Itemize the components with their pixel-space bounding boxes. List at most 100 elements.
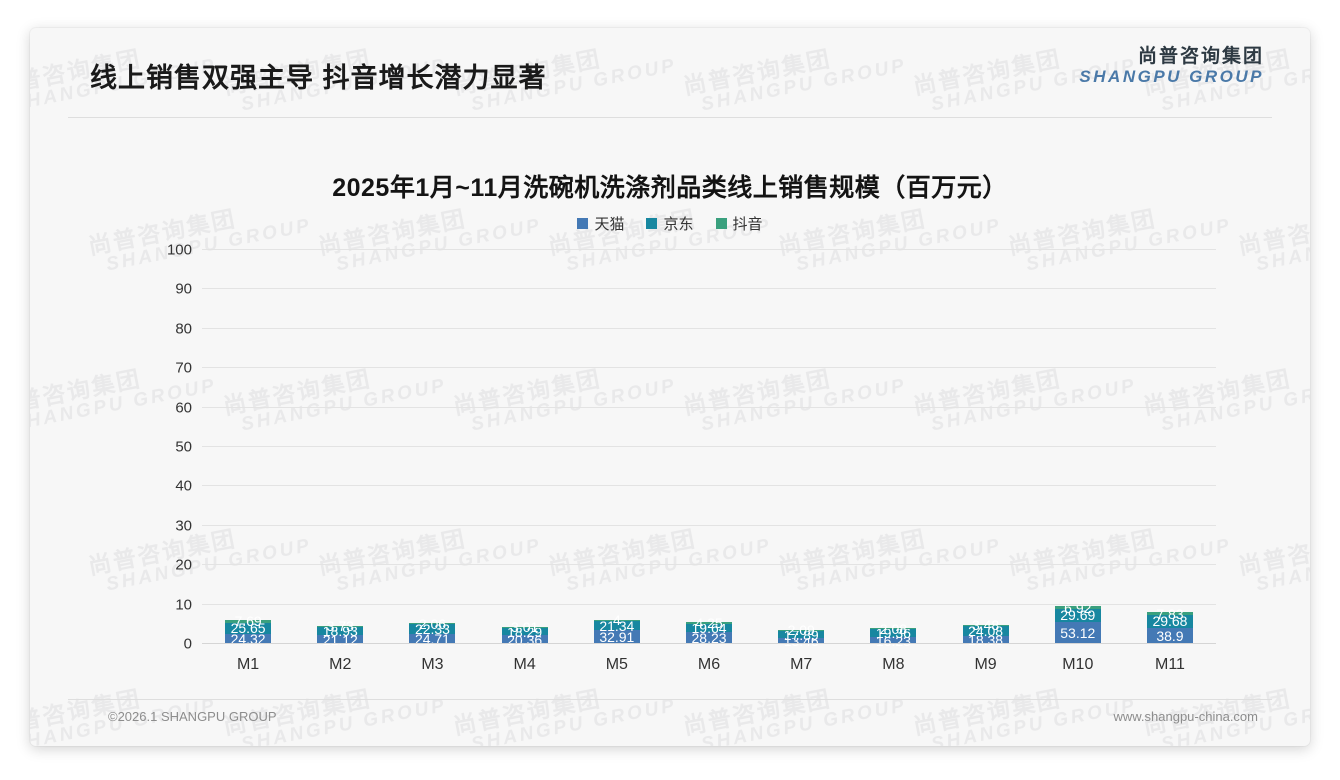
bar-segment-天猫[interactable]: 53.12 (1054, 621, 1101, 644)
bar-segment-京东[interactable]: 19.36 (870, 626, 917, 640)
y-axis-tick-label: 80 (175, 320, 192, 338)
bar-value-label: 38.9 (1156, 627, 1184, 644)
bar-column: 13.46 17.89 2.09 M7 (755, 250, 847, 673)
bar-stack[interactable]: 20.36 18.29 3.01 (501, 602, 548, 647)
bar-value-label: 2.06 (418, 615, 447, 632)
bar-segment-天猫[interactable]: 28.23 (686, 630, 733, 647)
slide-card: 尚普咨询集团 SHANGPU GROUP 尚普咨询集团 SHANGPU GROUP 尚普… (30, 28, 1310, 746)
x-axis-tick-label: M10 (1062, 656, 1094, 673)
bar-value-label: 2.08 (879, 620, 908, 637)
y-axis-tick-label: 10 (175, 596, 192, 614)
bar-value-label: 3.01 (511, 619, 539, 636)
bar-segment-京东[interactable]: 29.68 (1146, 614, 1193, 628)
bar-segment-京东[interactable]: 19.64 (686, 620, 733, 637)
bar-value-label: 22.33 (414, 620, 450, 637)
gridline (202, 485, 1216, 487)
gridline (202, 288, 1216, 290)
bar-value-label: 7.69 (234, 613, 262, 630)
bar-segment-京东[interactable]: 22.33 (409, 620, 456, 637)
bar-stack[interactable]: 28.23 19.64 4.25 (686, 602, 733, 647)
bar-column: 24.32 25.65 7.69 M1 (202, 250, 294, 673)
bar-stack[interactable]: 18.38 24.08 3.48 (962, 602, 1009, 647)
bar-column: 20.36 18.29 3.01 M4 (479, 250, 571, 673)
bar-segment-抖音[interactable]: 2.09 (778, 623, 825, 637)
bar-segment-抖音[interactable]: 3.73 (317, 619, 364, 633)
brand-logo-en: SHANGPU GROUP (1079, 67, 1264, 87)
bar-segment-抖音[interactable]: 3.01 (501, 620, 548, 634)
x-axis-tick-label: M4 (513, 656, 536, 673)
bar-stack[interactable]: 24.32 25.65 7.69 (225, 602, 272, 647)
x-axis-tick-label: M11 (1155, 656, 1185, 673)
bar-segment-京东[interactable]: 25.65 (225, 620, 272, 637)
bar-segment-京东[interactable]: 29.69 (1054, 608, 1101, 622)
chart-legend: 天猫 京东 抖音 (30, 213, 1310, 234)
x-axis-tick-label: M9 (974, 656, 997, 673)
bar-segment-抖音[interactable]: 6.92 (1054, 601, 1101, 615)
gridline (202, 603, 1216, 605)
bar-segment-天猫[interactable]: 24.32 (225, 630, 272, 647)
y-axis-tick-label: 70 (175, 359, 192, 377)
bar-segment-京东[interactable]: 17.89 (778, 626, 825, 643)
x-axis-tick-label: M5 (605, 656, 628, 673)
bar-value-label: 25.65 (230, 620, 266, 637)
legend-swatch-icon (715, 218, 727, 229)
brand-logo-cn: 尚普咨询集团 (1137, 46, 1264, 67)
slide-header: 线上销售双强主导 抖音增长潜力显著 尚普咨询集团 SHANGPU GROUP (30, 28, 1310, 116)
bar-value-label: 4.25 (695, 615, 723, 632)
x-axis-tick-label: M7 (790, 656, 813, 673)
bar-segment-抖音[interactable]: 4.25 (686, 616, 733, 630)
gridline (202, 446, 1216, 447)
footer-website[interactable]: www.shangpu-china.com (1113, 709, 1258, 724)
bar-stack[interactable]: 32.91 21.34 4 (593, 602, 640, 646)
bar-segment-抖音[interactable]: 3.48 (962, 618, 1009, 632)
y-axis-tick-label: 30 (175, 517, 192, 535)
bar-segment-京东[interactable]: 24.08 (962, 624, 1009, 638)
bar-segment-抖音[interactable]: 7.69 (225, 614, 272, 628)
bar-value-label: 18.93 (322, 623, 358, 640)
bar-stack[interactable]: 13.46 17.89 2.09 (778, 602, 825, 648)
bar-segment-抖音[interactable]: 2.08 (870, 622, 917, 636)
y-axis-tick-label: 100 (166, 241, 192, 259)
gridline (202, 327, 1216, 329)
bar-stack[interactable]: 53.12 29.69 6.92 (1054, 601, 1101, 644)
footer-copyright: ©2026.1 SHANGPU GROUP (108, 709, 277, 724)
bar-segment-京东[interactable]: 18.93 (317, 623, 364, 640)
bar-segment-抖音[interactable]: 4 (593, 613, 640, 627)
bar-value-label: 17.89 (783, 626, 819, 643)
bar-column: 24.71 22.33 2.06 M3 (386, 250, 478, 673)
bar-column: 32.91 21.34 4 M5 (571, 250, 663, 673)
bar-column: 53.12 29.69 6.92 M10 (1032, 250, 1124, 673)
bar-segment-抖音[interactable]: 7.83 (1146, 607, 1193, 621)
bar-segment-抖音[interactable]: 2.06 (409, 617, 456, 631)
bar-column: 21.12 18.93 3.73 M2 (294, 250, 386, 673)
plot-area: 24.32 25.65 7.69 M1 21.12 18.93 3.73 M2 24.71 22.… (167, 242, 1216, 673)
bar-segment-天猫[interactable]: 24.71 (409, 632, 456, 646)
bar-group: 24.32 25.65 7.69 M1 21.12 18.93 3.73 M2 24.71 22.… (202, 250, 1216, 673)
bar-stack[interactable]: 16.23 19.36 2.08 (870, 602, 917, 648)
bar-value-label: 28.23 (691, 630, 727, 647)
bar-value-label: 53.12 (1060, 624, 1096, 641)
legend-label: 天猫 (594, 216, 625, 233)
bar-segment-京东[interactable]: 18.29 (501, 625, 548, 639)
bar-value-label: 4 (612, 612, 621, 629)
bar-stack[interactable]: 24.71 22.33 2.06 (409, 602, 456, 646)
bar-segment-京东[interactable]: 21.34 (593, 619, 640, 633)
brand-logo: 尚普咨询集团 SHANGPU GROUP (1079, 46, 1264, 86)
bar-column: 18.38 24.08 3.48 M9 (940, 250, 1032, 673)
y-axis-tick-label: 90 (175, 280, 192, 298)
bar-value-label: 24.32 (230, 630, 266, 647)
x-axis-tick-label: M6 (697, 656, 721, 673)
bar-value-label: 32.91 (599, 629, 635, 646)
legend-item-天猫[interactable]: 天猫 (577, 213, 624, 234)
bar-segment-天猫[interactable]: 38.9 (1146, 627, 1193, 644)
bar-segment-天猫[interactable]: 32.91 (593, 629, 640, 646)
legend-item-京东[interactable]: 京东 (646, 213, 694, 234)
chart-title: 2025年1月~11月洗碗机洗涤剂品类线上销售规模（百万元） (332, 174, 1008, 202)
gridline (202, 524, 1216, 526)
bar-stack[interactable]: 21.12 18.93 3.73 (317, 602, 364, 647)
legend-item-抖音[interactable]: 抖音 (715, 213, 763, 234)
y-axis-tick-label: 20 (175, 556, 192, 574)
x-axis-tick-label: M1 (236, 656, 260, 673)
bar-stack[interactable]: 38.9 29.68 7.83 (1146, 602, 1193, 644)
bar-value-label: 19.64 (691, 620, 727, 637)
